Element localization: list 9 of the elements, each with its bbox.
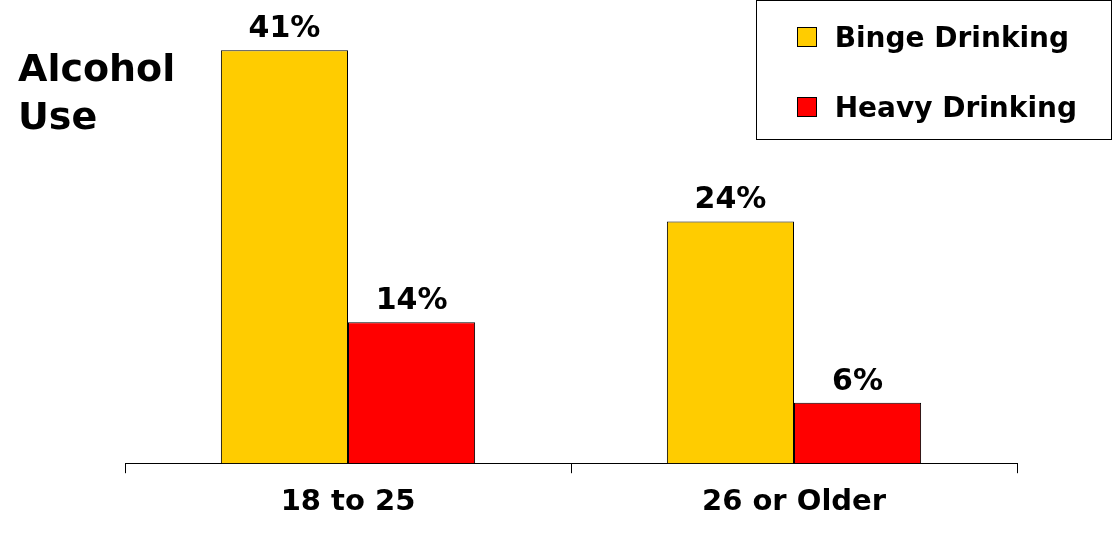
x-tick-label: 26 or Older: [701, 483, 887, 518]
data-label: 41%: [248, 9, 321, 45]
legend-label: Heavy Drinking: [834, 90, 1077, 124]
data-label: 14%: [375, 281, 448, 316]
text: Alcohol Use: [18, 45, 177, 140]
x-tick-label: 18 to 25: [280, 483, 416, 518]
legend-label: Binge Drinking: [834, 20, 1070, 54]
data-label: 6%: [832, 361, 884, 397]
data-label: 24%: [694, 180, 767, 216]
